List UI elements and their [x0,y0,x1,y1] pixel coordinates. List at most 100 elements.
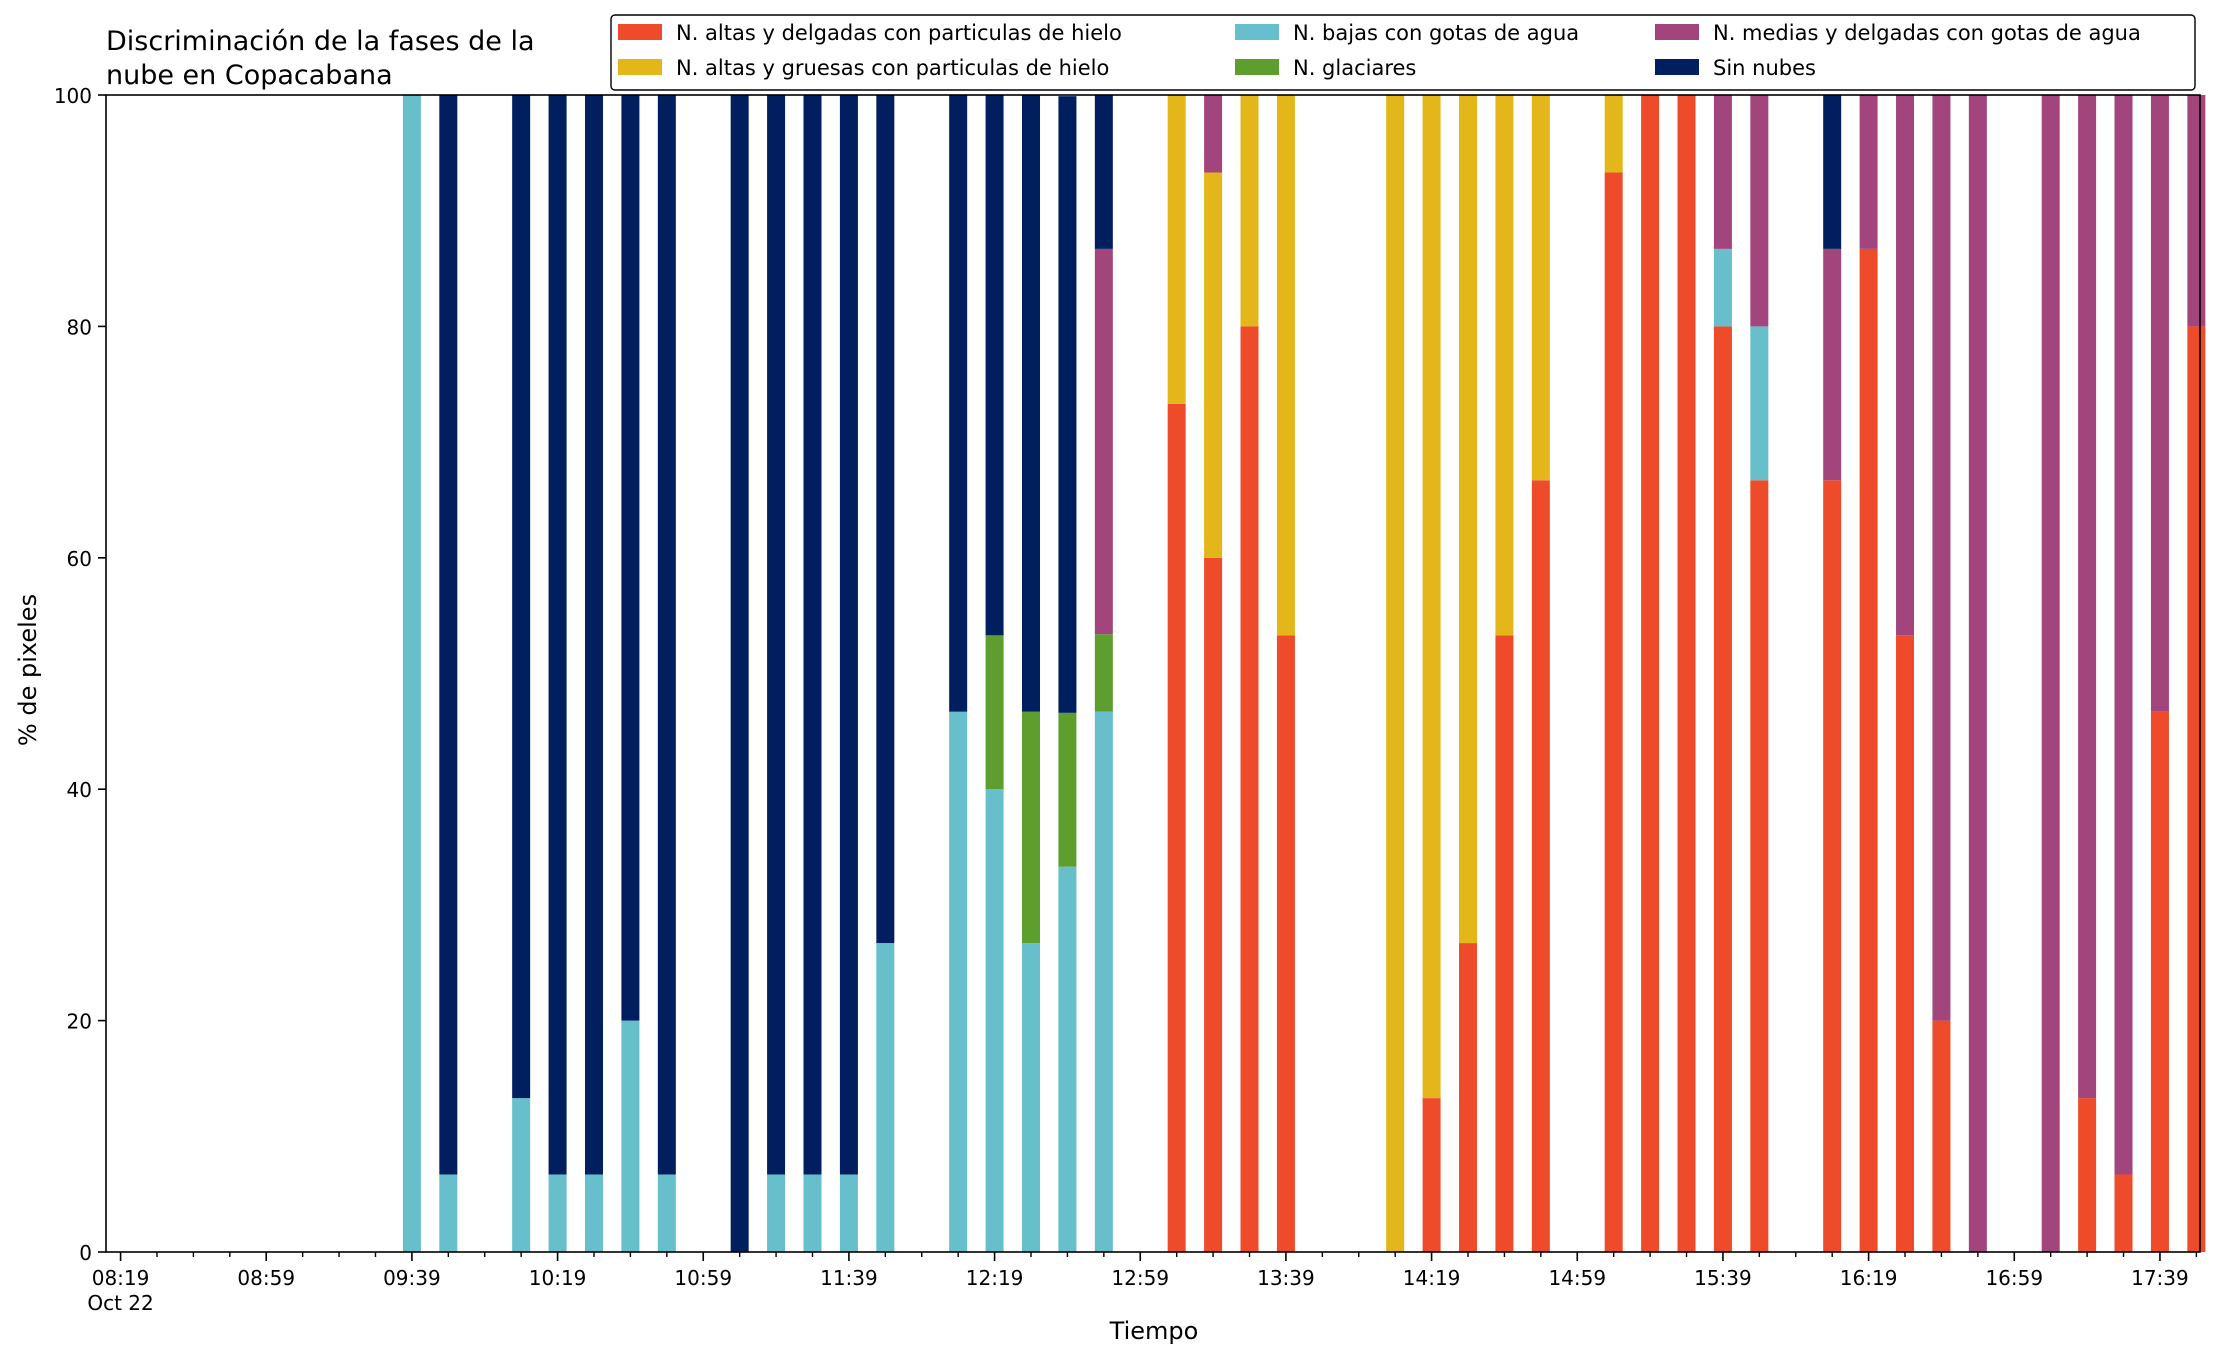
legend-entry-bajas-agua: N. bajas con gotas de agua [1235,21,1579,45]
bar-segment-medias-delgadas-agua [1204,95,1223,173]
x-tick-label: 08:19 [92,1266,150,1290]
bar-segment-sin-nubes [512,95,531,1099]
legend-swatch [1655,24,1699,40]
bar-segment-altas-delgadas-hielo [1750,480,1769,1252]
bar-segment-altas-delgadas-hielo [1713,326,1732,1252]
legend-label: N. altas y delgadas con particulas de hi… [676,21,1122,45]
bar-segment-bajas-agua [548,1174,567,1252]
legend-frame [610,14,2196,91]
bar-segment-medias-delgadas-agua [2187,95,2206,327]
bar-stack-1239 [1058,96,1077,1252]
bar-segment-altas-gruesas-hielo [1240,95,1259,327]
legend-swatch [618,59,662,75]
legend: N. altas y delgadas con particulas de hi… [610,14,2196,91]
bar-stack-1429 [1459,95,1478,1252]
x-axis-label: Tiempo [1109,1317,1199,1345]
bar-segment-bajas-agua [621,1020,640,1252]
y-tick-label: 20 [67,1010,92,1034]
bar-segment-bajas-agua [584,1174,603,1252]
bar-segment-medias-delgadas-agua [1932,95,1951,1021]
bar-stack-1219 [985,95,1004,1252]
y-axis-label: % de pixeles [14,594,42,746]
bar-stack-1249 [1094,95,1113,1252]
x-tick-label: 15:39 [1694,1266,1752,1290]
bar-segment-sin-nubes [949,95,968,712]
bar-segment-altas-delgadas-hielo [1932,1020,1951,1252]
bar-segment-altas-gruesas-hielo [1167,95,1186,404]
x-tick-label: 10:59 [674,1266,732,1290]
x-tick-label: 13:39 [1257,1266,1315,1290]
x-tick-label: 10:19 [529,1266,587,1290]
bar-segment-altas-delgadas-hielo [1896,635,1915,1252]
bar-segment-medias-delgadas-agua [1859,95,1878,249]
bar-segment-altas-delgadas-hielo [1531,480,1550,1252]
bar-segment-medias-delgadas-agua [1968,95,1987,1252]
bar-segment-altas-delgadas-hielo [1677,95,1696,1252]
bar-stack-1119 [767,95,786,1252]
bar-segment-altas-delgadas-hielo [1422,1098,1441,1252]
bar-stack-1619 [1859,95,1878,1252]
bar-segment-altas-gruesas-hielo [1495,95,1514,636]
x-tick-label: 14:19 [1403,1266,1461,1290]
bar-segment-sin-nubes [839,95,858,1175]
chart-title-line-1: Discriminación de la fases de la [106,26,535,57]
bar-stack-1309 [1167,95,1186,1252]
y-tick-label: 100 [54,84,92,108]
legend-label: N. glaciares [1293,56,1416,80]
bar-segment-sin-nubes [876,95,895,944]
bar-segment-altas-delgadas-hielo [1204,557,1223,1252]
bar-segment-altas-delgadas-hielo [1495,635,1514,1252]
bar-stack-1719 [2078,95,2097,1252]
x-tick-sublabel: Oct 22 [87,1291,153,1315]
bar-segment-altas-gruesas-hielo [1604,95,1623,173]
bar-stack-1729 [2114,95,2133,1252]
bar-segment-sin-nubes [1058,96,1077,713]
bar-segment-sin-nubes [985,95,1004,636]
bar-stack-1019 [548,95,567,1252]
bar-segment-medias-delgadas-agua [2114,95,2133,1175]
bar-stack-1439 [1495,95,1514,1252]
bar-segment-altas-delgadas-hielo [1604,172,1623,1252]
y-tick-label: 40 [67,778,92,802]
x-tick-label: 17:39 [2131,1266,2189,1290]
chart-title: Discriminación de la fases de la nube en… [106,26,535,91]
x-tick-label: 11:39 [820,1266,878,1290]
legend-swatch [1235,24,1279,40]
bar-segment-sin-nubes [767,95,786,1175]
bar-stack-1519 [1641,95,1660,1252]
bar-segment-sin-nubes [1094,95,1113,249]
bar-segment-sin-nubes [1823,95,1842,249]
bar-stack-0939 [402,95,421,1252]
bar-stack-1709 [2041,95,2060,1252]
bar-segment-sin-nubes [621,95,640,1021]
bar-segment-medias-delgadas-agua [2078,95,2097,1099]
legend-swatch [618,24,662,40]
bar-segment-medias-delgadas-agua [1750,95,1769,327]
bar-stack-1039 [621,95,640,1252]
bar-segment-altas-delgadas-hielo [2150,711,2169,1252]
bar-stack-1449 [1531,95,1550,1252]
legend-label: Sin nubes [1713,56,1816,80]
bar-segment-medias-delgadas-agua [1823,248,1842,481]
legend-entry-medias-delgadas-agua: N. medias y delgadas con gotas de agua [1655,21,2141,45]
bar-segment-bajas-agua [1713,248,1732,327]
bar-segment-altas-delgadas-hielo [1641,95,1660,1252]
bar-segment-bajas-agua [402,95,421,1252]
bar-segment-medias-delgadas-agua [2041,95,2060,1252]
bar-stack-1549 [1750,95,1769,1252]
bar-segment-bajas-agua [439,1174,458,1252]
bar-segment-glaciares [1022,711,1040,944]
bar-stack-1229 [1022,95,1040,1252]
bar-segment-medias-delgadas-agua [1896,95,1915,636]
legend-entry-glaciares: N. glaciares [1235,56,1416,80]
bar-segment-sin-nubes [803,95,822,1175]
bar-stack-1009 [512,95,531,1252]
bar-stack-1409 [1386,95,1405,1252]
bar-segment-altas-gruesas-hielo [1459,95,1478,944]
x-tick-label: 08:59 [237,1266,295,1290]
bar-stack-1149 [876,95,895,1252]
y-tick-label: 80 [67,315,92,339]
